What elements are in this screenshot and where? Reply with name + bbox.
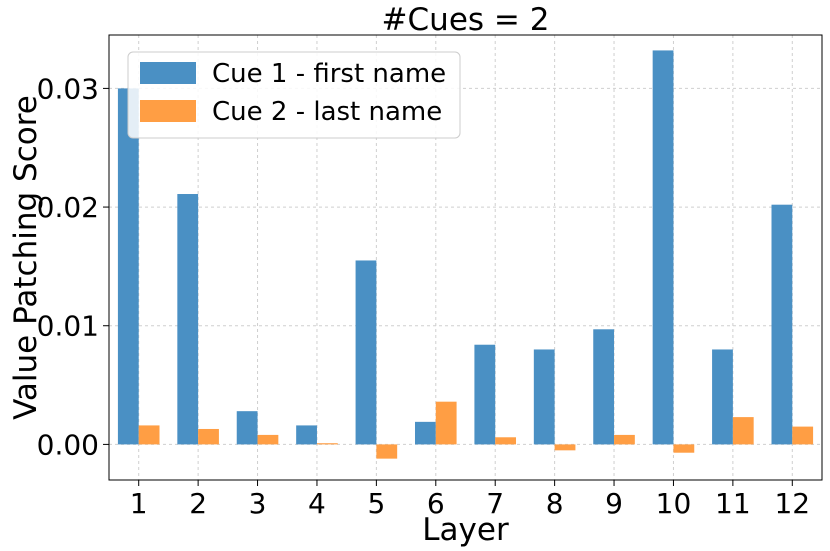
- y-tick-label: 0.02: [37, 191, 99, 224]
- bars: [117, 50, 814, 459]
- ticks: 0.000.010.020.031 2 3 4 5 6 7 8 9 10 11 12: [37, 72, 810, 520]
- x-tick-label: 2: [189, 487, 207, 520]
- bar-cue1: [533, 349, 555, 445]
- bar-cue2: [495, 437, 517, 445]
- bar-cue2: [673, 444, 695, 453]
- y-tick-label: 0.00: [37, 428, 99, 461]
- bar-cue2: [316, 443, 338, 445]
- plot-frame: [108, 34, 823, 481]
- x-tick-label: 9: [605, 487, 623, 520]
- bar-cue2: [138, 425, 160, 445]
- legend: Cue 1 - first name Cue 2 - last name: [127, 51, 461, 139]
- legend-box: [127, 51, 461, 139]
- x-tick-label: 5: [367, 487, 385, 520]
- bar-cue1: [355, 260, 377, 445]
- bar-cue1: [177, 194, 199, 445]
- chart-title: #Cues = 2: [382, 2, 550, 38]
- x-tick-label: 11: [715, 487, 751, 520]
- bar-cue1: [712, 349, 733, 445]
- x-tick-label: 4: [308, 487, 326, 520]
- bar-cue1: [296, 425, 317, 445]
- bar-cue1: [414, 421, 436, 445]
- bar-cue2: [554, 444, 576, 451]
- bar-cue2: [435, 401, 457, 445]
- x-tick-label: 10: [656, 487, 692, 520]
- y-tick-label: 0.01: [37, 310, 99, 343]
- x-axis-label: Layer: [422, 512, 509, 548]
- bar-cue1: [652, 50, 674, 445]
- x-tick-label: 12: [774, 487, 810, 520]
- x-tick-label: 3: [249, 487, 267, 520]
- bar-cue2: [198, 428, 219, 445]
- bar-cue2: [732, 417, 754, 445]
- y-axis-label: Value Patching Score: [8, 95, 44, 420]
- legend-label: Cue 1 - first name: [212, 59, 446, 89]
- x-tick-label: 1: [130, 487, 148, 520]
- bar-cue1: [593, 329, 615, 445]
- legend-swatch: [140, 100, 196, 122]
- legend-label: Cue 2 - last name: [212, 97, 442, 127]
- bar-cue1: [771, 204, 793, 445]
- bar-cue1: [236, 411, 258, 445]
- bar-cue1: [474, 344, 496, 445]
- bar-cue2: [614, 434, 635, 445]
- legend-swatch: [140, 62, 196, 84]
- x-tick-label: 6: [427, 487, 445, 520]
- bar-cue2: [376, 444, 398, 459]
- bar-cue2: [792, 426, 814, 445]
- x-tick-label: 7: [486, 487, 504, 520]
- bar-cue2: [257, 434, 279, 445]
- bar-cue1: [117, 88, 139, 445]
- x-tick-label: 8: [546, 487, 564, 520]
- y-tick-label: 0.03: [37, 72, 99, 105]
